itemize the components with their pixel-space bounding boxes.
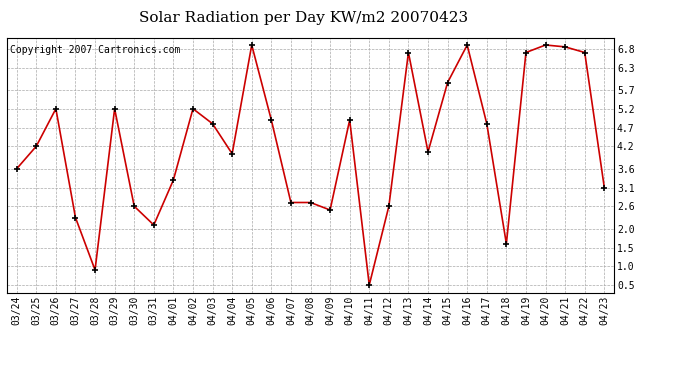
Text: Copyright 2007 Cartronics.com: Copyright 2007 Cartronics.com (10, 45, 180, 55)
Text: Solar Radiation per Day KW/m2 20070423: Solar Radiation per Day KW/m2 20070423 (139, 11, 468, 25)
